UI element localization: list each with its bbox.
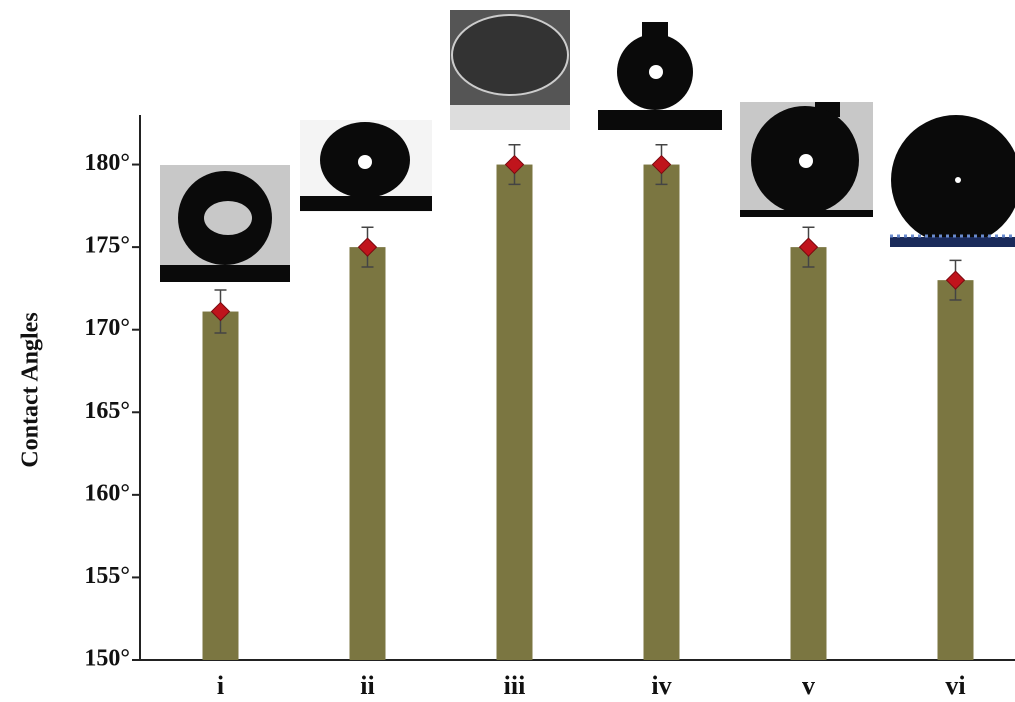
bar bbox=[497, 165, 533, 660]
y-tick-label: 170° bbox=[84, 315, 130, 341]
x-tick-label: ii bbox=[360, 671, 374, 700]
y-tick-label: 155° bbox=[84, 563, 130, 589]
inset-image-v bbox=[740, 102, 873, 217]
bar bbox=[350, 247, 386, 660]
x-tick-label: iv bbox=[651, 671, 671, 700]
x-tick-label: i bbox=[217, 671, 224, 700]
y-tick-label: 175° bbox=[84, 233, 130, 259]
y-tick-label: 165° bbox=[84, 398, 130, 424]
inset-image-iv bbox=[598, 22, 722, 130]
inset-image-vi bbox=[890, 115, 1015, 247]
y-tick-label: 180° bbox=[84, 150, 130, 176]
bar bbox=[938, 280, 974, 660]
chart: Contact Angles 150° 155° 160° 165° 170° 175° 1… bbox=[0, 0, 1015, 702]
bar bbox=[791, 247, 827, 660]
y-axis-label: Contact Angles bbox=[18, 312, 44, 467]
x-tick-label: iii bbox=[504, 671, 526, 700]
inset-image-i bbox=[160, 165, 290, 282]
bar bbox=[644, 165, 680, 660]
y-tick-label: 160° bbox=[84, 480, 130, 506]
y-tick-label: 150° bbox=[84, 646, 130, 672]
x-tick-label: vi bbox=[945, 671, 965, 700]
inset-image-iii bbox=[450, 10, 570, 130]
bar bbox=[203, 312, 239, 660]
x-tick-label: v bbox=[802, 671, 815, 700]
inset-image-ii bbox=[300, 120, 432, 212]
